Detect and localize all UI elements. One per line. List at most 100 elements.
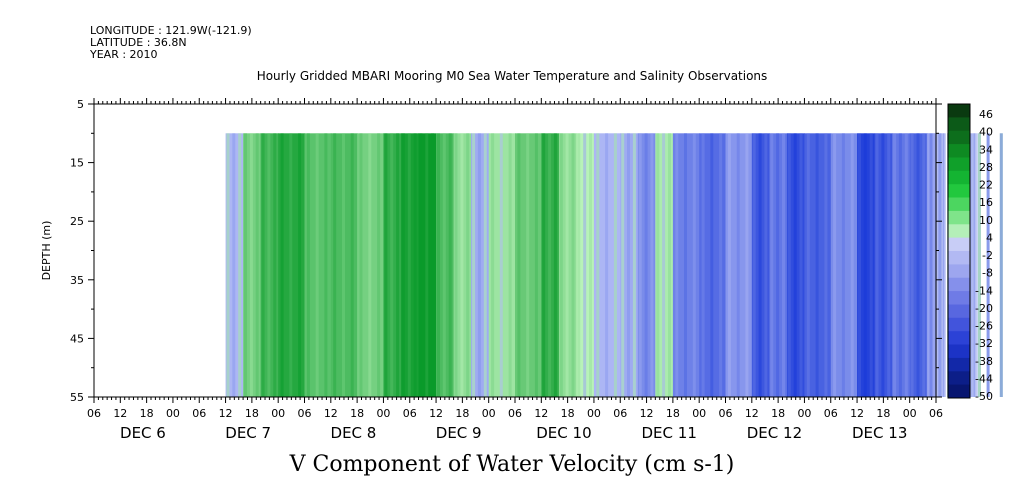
chart-title: Hourly Gridded MBARI Mooring M0 Sea Wate… <box>256 69 768 83</box>
x-hour-label: 00 <box>376 407 390 420</box>
x-hour-label: 18 <box>245 407 259 420</box>
heatmap-streak <box>306 133 310 398</box>
year-label: YEAR : 2010 <box>90 48 158 61</box>
heatmap-streak <box>656 133 660 398</box>
heatmap-streak <box>534 133 538 398</box>
x-day-label: DEC 7 <box>225 424 271 442</box>
heatmap-streak <box>280 133 284 398</box>
x-hour-label: 18 <box>876 407 890 420</box>
heatmap-streak <box>442 133 446 398</box>
colorbar-swatch <box>948 264 970 279</box>
x-hour-label: 06 <box>403 407 417 420</box>
heatmap-streak <box>977 133 981 398</box>
x-hour-label: 00 <box>587 407 601 420</box>
heatmap-streak <box>701 133 705 398</box>
x-day-label: DEC 8 <box>331 424 377 442</box>
heatmap-streak <box>491 133 495 398</box>
y-tick-label: 25 <box>70 215 84 228</box>
colorbar-swatch <box>948 251 970 265</box>
colorbar-swatch <box>948 291 970 305</box>
heatmap-streak <box>431 133 435 398</box>
colorbar-swatch <box>948 371 970 386</box>
colorbar-label: 22 <box>979 179 993 192</box>
x-hour-label: 06 <box>929 407 943 420</box>
x-hour-label: 12 <box>640 407 654 420</box>
colorbar-swatch <box>948 104 970 118</box>
heatmap-streak <box>787 133 791 398</box>
x-hour-label: 18 <box>140 407 154 420</box>
heatmap-streak <box>425 133 429 398</box>
x-hour-label: 06 <box>613 407 627 420</box>
colorbar-swatch <box>948 210 970 225</box>
heatmap-streak <box>632 133 636 398</box>
heatmap-streak <box>577 133 581 398</box>
heatmap-streak <box>466 133 470 398</box>
colorbar-swatch <box>948 144 970 158</box>
heatmap-streak <box>226 133 230 398</box>
heatmap-streak <box>770 133 774 398</box>
x-day-label: DEC 11 <box>642 424 697 442</box>
colorbar-swatch <box>948 157 970 172</box>
x-hour-label: 06 <box>87 407 101 420</box>
heatmap-streak <box>799 133 803 398</box>
colorbar-label: -20 <box>975 302 993 315</box>
heatmap-streak <box>650 133 654 398</box>
heatmap-streak <box>565 133 569 398</box>
x-hour-label: 06 <box>508 407 522 420</box>
colorbar-swatch <box>948 130 970 145</box>
heatmap-streak <box>710 133 714 398</box>
x-day-label: DEC 12 <box>747 424 802 442</box>
x-hour-label: 06 <box>192 407 206 420</box>
colorbar-swatch <box>948 317 970 332</box>
colorbar-label: -38 <box>975 355 993 368</box>
heatmap-streak <box>675 133 679 398</box>
colorbar-swatch <box>948 224 970 239</box>
x-hour-label: 00 <box>166 407 180 420</box>
heatmap-streak <box>553 133 557 398</box>
x-day-label: DEC 6 <box>120 424 166 442</box>
x-hour-label: 12 <box>534 407 548 420</box>
heatmap-streak <box>752 133 756 398</box>
heatmap-streak <box>806 133 810 398</box>
heatmap-streak <box>333 133 337 398</box>
colorbar-swatch <box>948 170 970 185</box>
colorbar-label: -8 <box>982 267 993 280</box>
colorbar-frame <box>947 103 971 399</box>
heatmap-streak <box>627 133 630 398</box>
colorbar-label: -32 <box>975 337 993 350</box>
x-hour-label: 18 <box>455 407 469 420</box>
heatmap-streak <box>273 133 277 398</box>
x-hour-label: 06 <box>719 407 733 420</box>
heatmap-streak <box>596 133 600 398</box>
heatmap-streak <box>833 133 837 398</box>
heatmap-streak <box>448 133 452 398</box>
heatmap-streak <box>472 133 476 398</box>
colorbar-swatch <box>948 331 970 346</box>
y-tick-label: 5 <box>77 98 84 111</box>
colorbar-swatch <box>948 197 970 212</box>
x-axis-label: V Component of Water Velocity (cm s-1) <box>289 452 735 477</box>
x-hour-label: 00 <box>271 407 285 420</box>
heatmap-streak <box>638 133 642 398</box>
colorbar-label: 16 <box>979 196 993 209</box>
heatmap-streak <box>875 133 879 398</box>
x-hour-label: 12 <box>324 407 338 420</box>
colorbar-label: 46 <box>979 108 993 121</box>
heatmap-streak <box>644 133 648 398</box>
heatmap-streak <box>922 133 926 398</box>
heatmap-streak <box>999 133 1003 398</box>
y-tick-label: 35 <box>70 274 84 287</box>
x-hour-label: 12 <box>429 407 443 420</box>
colorbar-swatch <box>948 277 970 292</box>
heatmap-streak <box>542 133 546 398</box>
heatmap-streak <box>548 133 552 398</box>
heatmap-streak <box>662 133 666 398</box>
heatmap-streak <box>407 133 411 398</box>
heatmap-streak <box>972 133 975 398</box>
heatmap-streak <box>869 133 873 398</box>
heatmap-streak <box>910 133 914 398</box>
heatmap-streak <box>238 133 242 398</box>
x-hour-label: 18 <box>561 407 575 420</box>
heatmap-streak <box>571 133 575 398</box>
heatmap-streak <box>887 133 891 398</box>
